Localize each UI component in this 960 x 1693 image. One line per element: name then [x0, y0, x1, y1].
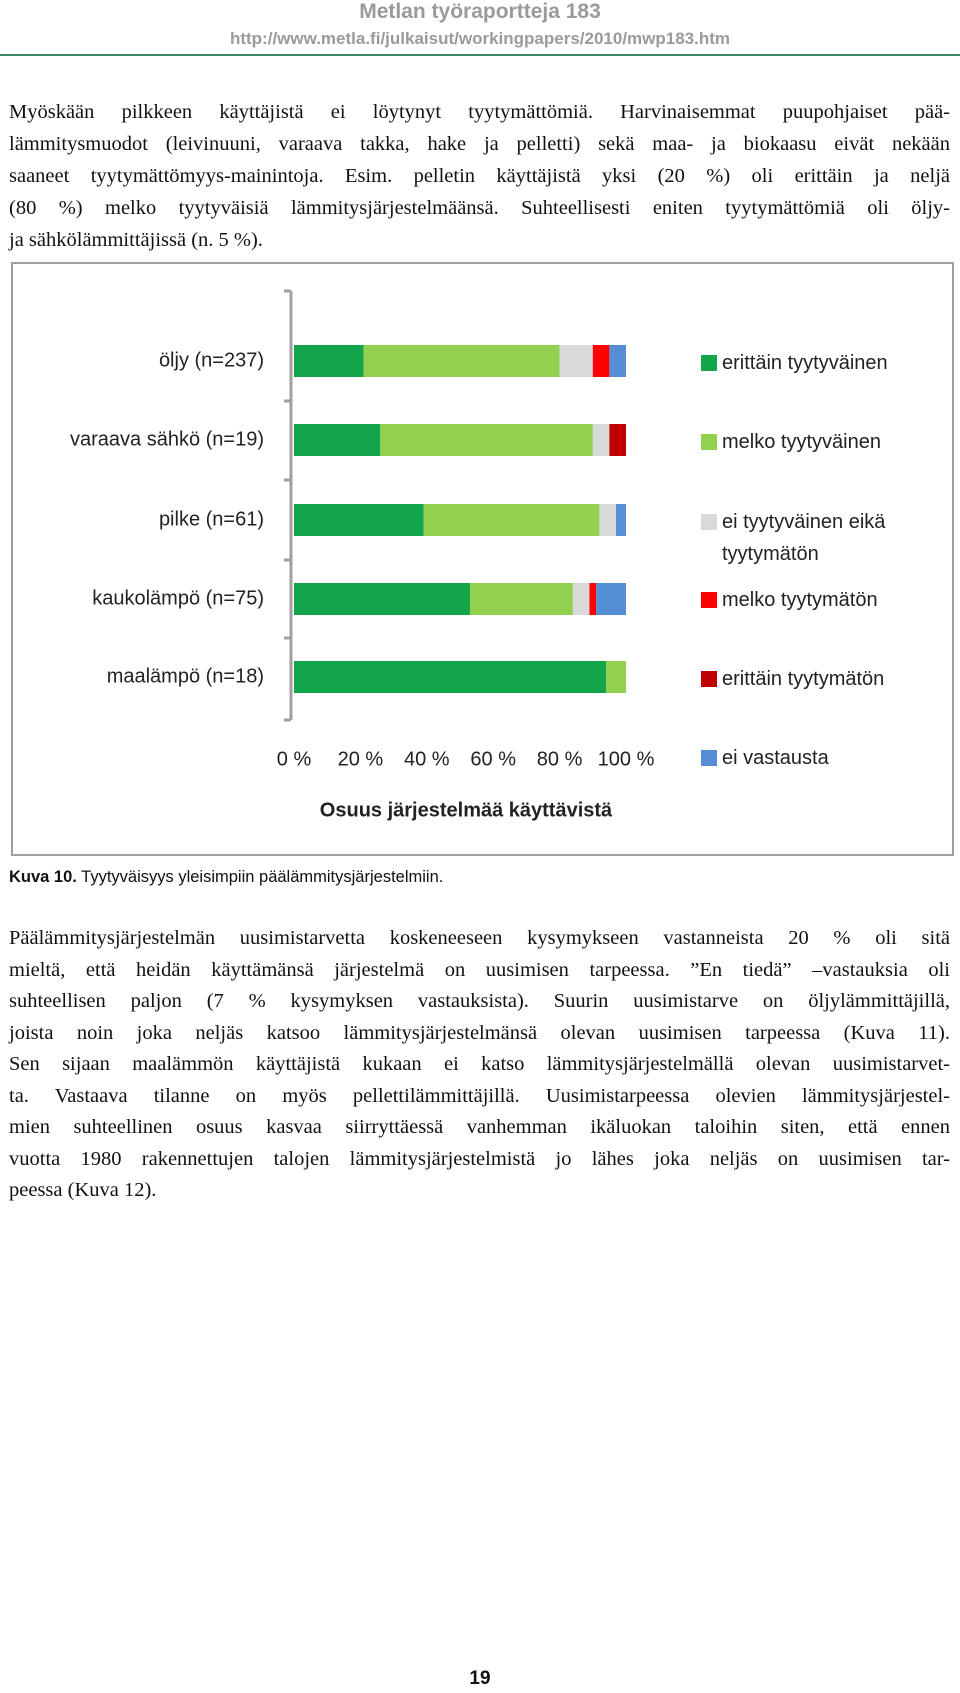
bar-segment	[592, 424, 610, 456]
legend-label: melko tyytyväinen	[722, 431, 881, 453]
text-line: mien suhteellinen osuus kasvaa siirryttä…	[9, 1116, 950, 1138]
legend-label: ei tyytyväinen eikä tyytymätön	[722, 511, 886, 565]
text-line: Sen sijaan maalämmön käyttäjistä kukaan …	[9, 1053, 950, 1075]
x-tick-label: 20 %	[338, 748, 384, 770]
y-tick-label: varaava sähkö (n=19)	[70, 428, 264, 450]
x-tick-label: 100 %	[598, 748, 655, 770]
legend-label: erittäin tyytyväinen	[722, 352, 888, 374]
text-line: vuotta 1980 rakennettujen talojen lämmit…	[9, 1147, 950, 1170]
legend-label: ei vastausta	[722, 747, 829, 769]
text-line: (80 %) melko tyytyväisiä lämmitysjärjest…	[9, 197, 950, 219]
header-url: http://www.metla.fi/julkaisut/workingpap…	[229, 29, 731, 48]
paragraph: Päälämmitysjärjestelmän uusimistarvetta …	[9, 923, 950, 1207]
y-tick-label: kaukolämpö (n=75)	[92, 587, 264, 609]
x-tick-label: 80 %	[537, 748, 583, 770]
legend-swatch	[701, 434, 717, 450]
legend-swatch	[701, 592, 717, 608]
bar-segment	[599, 504, 617, 536]
bar-segment	[380, 424, 593, 456]
chart: Osuus järjestelmää käyttävistä 0 % 20 % 40…	[70, 289, 655, 821]
header-title: Metlan työraportteja 183	[359, 0, 601, 23]
legend-label: melko tyytymätön	[722, 589, 878, 611]
text-line: ja sähkölämmittäjissä (n. 5 %).	[9, 229, 263, 251]
bar-segment	[363, 345, 560, 377]
y-tick-label: maalämpö (n=18)	[107, 665, 264, 687]
bar-segment	[596, 583, 626, 615]
caption: Kuva 10. Tyytyväisyys yleisimpiin pääläm…	[9, 868, 443, 887]
y-tick-label: pilke (n=61)	[159, 508, 264, 530]
legend-swatch	[701, 671, 717, 687]
text-line: joista noin joka neljäs katsoo lämmitysj…	[9, 1021, 950, 1044]
chart-frame: Osuus järjestelmää käyttävistä 0 % 20 % 40…	[11, 262, 954, 856]
bar-segment	[294, 345, 364, 377]
text-line: suhteellisen paljon (7 % kysymyksen vast…	[9, 990, 950, 1012]
text-line: Päälämmitysjärjestelmän uusimistarvetta …	[9, 927, 950, 949]
legend-swatch	[701, 355, 717, 371]
bar-segment	[294, 583, 470, 615]
paragraph: Myöskään pilkkeen käyttäjistä ei löytyny…	[9, 96, 950, 256]
bar-segment	[469, 583, 573, 615]
legend-swatch	[701, 750, 717, 766]
text-line: lämmitysmuodot (leivinuuni, varaava takk…	[9, 133, 950, 155]
page-number: 19	[469, 1668, 491, 1689]
bar-segment	[606, 661, 626, 693]
bar-segment	[559, 345, 593, 377]
header-rule	[0, 54, 960, 56]
bar-segment	[294, 504, 424, 536]
caption-label: Kuva 10.	[9, 868, 77, 886]
bar-segment	[616, 504, 626, 536]
bar-segment	[592, 345, 610, 377]
legend-swatch	[701, 514, 717, 530]
legend-label: erittäin tyytymätön	[722, 668, 885, 690]
text-line: saaneet tyytymättömyys-mainintoja. Esim.…	[9, 165, 950, 187]
text-line: peessa (Kuva 12).	[9, 1179, 157, 1201]
x-tick-label: 40 %	[404, 748, 450, 770]
text-line: mieltä, että heidän käyttämänsä järjeste…	[9, 958, 950, 981]
y-tick-label: öljy (n=237)	[159, 349, 264, 371]
bar-segment	[294, 424, 381, 456]
x-axis-title: Osuus järjestelmää käyttävistä	[320, 799, 613, 821]
x-tick-label: 60 %	[470, 748, 516, 770]
caption-text: Tyytyväisyys yleisimpiin päälämmitysjärj…	[76, 868, 444, 886]
bar-segment	[609, 345, 626, 377]
bar-segment	[423, 504, 600, 536]
bar-segment	[609, 424, 626, 456]
text-line: Myöskään pilkkeen käyttäjistä ei löytyny…	[9, 101, 950, 123]
bar-segment	[294, 661, 607, 693]
text-line: ta. Vastaava tilanne on myös pellettiläm…	[9, 1084, 950, 1107]
bar-segment	[572, 583, 590, 615]
bar-segment	[589, 583, 597, 615]
x-tick-label: 0 %	[277, 748, 312, 770]
